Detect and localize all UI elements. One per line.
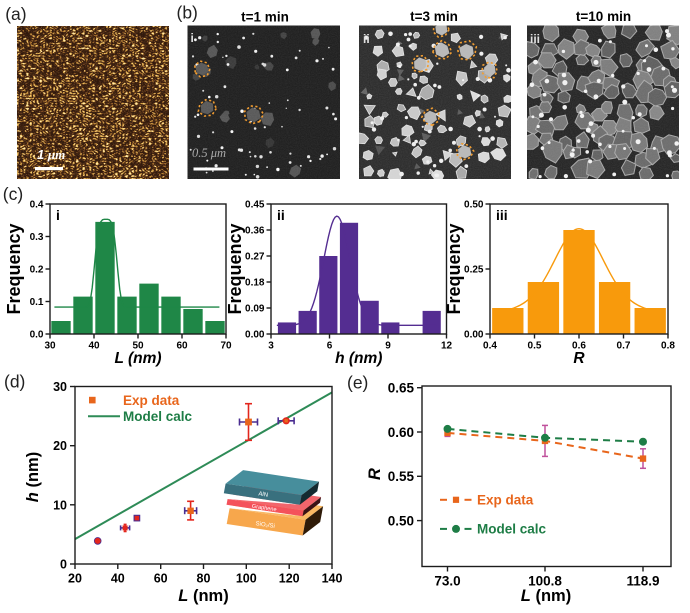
svg-text:20: 20	[68, 572, 82, 586]
svg-text:0.65: 0.65	[388, 381, 415, 396]
svg-text:0.27: 0.27	[245, 252, 265, 263]
svg-text:0.1: 0.1	[30, 297, 44, 308]
svg-text:0.18: 0.18	[245, 278, 265, 289]
svg-text:6: 6	[327, 341, 333, 352]
svg-text:0.36: 0.36	[245, 226, 265, 237]
svg-text:120: 120	[279, 572, 300, 586]
svg-text:20: 20	[53, 439, 67, 453]
svg-text:30: 30	[44, 341, 56, 352]
svg-text:1 μm: 1 μm	[37, 147, 65, 162]
svg-text:100.8: 100.8	[528, 574, 562, 589]
svg-text:0.60: 0.60	[388, 425, 414, 440]
svg-text:80: 80	[197, 572, 211, 586]
svg-text:3: 3	[268, 341, 274, 352]
svg-text:0.0: 0.0	[30, 330, 44, 341]
svg-text:0.45: 0.45	[245, 200, 265, 211]
svg-text:Exp data: Exp data	[123, 393, 180, 408]
svg-text:SiO₂/Si: SiO₂/Si	[255, 521, 275, 530]
svg-text:60: 60	[154, 572, 168, 586]
svg-text:140: 140	[322, 572, 343, 586]
svg-text:0.6: 0.6	[572, 341, 586, 352]
svg-text:0.50: 0.50	[464, 200, 484, 211]
svg-text:0.50: 0.50	[388, 513, 414, 528]
svg-text:60: 60	[176, 341, 188, 352]
svg-text:10: 10	[53, 498, 67, 512]
svg-text:118.9: 118.9	[626, 574, 659, 589]
svg-text:R: R	[573, 350, 585, 367]
svg-text:L (nm): L (nm)	[521, 587, 571, 605]
svg-text:0.4: 0.4	[483, 341, 497, 352]
svg-text:0.5 μm: 0.5 μm	[192, 146, 226, 160]
svg-text:ii: ii	[277, 207, 285, 223]
svg-text:Frequency: Frequency	[4, 223, 24, 314]
svg-text:t=10 min: t=10 min	[576, 9, 631, 24]
svg-text:9: 9	[385, 341, 391, 352]
svg-text:AlN: AlN	[258, 491, 268, 498]
svg-text:Model calc: Model calc	[477, 521, 547, 536]
svg-text:0.25: 0.25	[464, 265, 484, 276]
svg-text:0.00: 0.00	[245, 330, 265, 341]
svg-text:0.55: 0.55	[388, 469, 415, 484]
svg-text:R: R	[366, 468, 384, 480]
svg-text:30: 30	[53, 380, 67, 394]
svg-text:h (nm): h (nm)	[335, 350, 382, 367]
svg-text:0.8: 0.8	[661, 341, 675, 352]
svg-text:40: 40	[111, 572, 125, 586]
svg-text:h (nm): h (nm)	[24, 452, 42, 502]
svg-text:100: 100	[236, 572, 257, 586]
svg-text:0.00: 0.00	[464, 330, 484, 341]
svg-text:(b): (b)	[177, 3, 198, 23]
svg-text:t=1 min: t=1 min	[241, 10, 289, 25]
svg-text:73.0: 73.0	[434, 574, 460, 589]
svg-text:(c): (c)	[3, 184, 23, 204]
svg-text:i: i	[191, 31, 194, 45]
svg-text:Frequency: Frequency	[444, 223, 464, 314]
svg-text:L (nm): L (nm)	[178, 587, 228, 605]
svg-text:0.09: 0.09	[245, 304, 265, 315]
svg-text:0.2: 0.2	[30, 265, 44, 276]
svg-text:0: 0	[60, 558, 67, 572]
svg-text:0.4: 0.4	[30, 200, 44, 211]
svg-text:Frequency: Frequency	[225, 223, 245, 314]
svg-text:Exp data: Exp data	[477, 492, 534, 507]
svg-text:t=3 min: t=3 min	[410, 9, 458, 24]
svg-text:(e): (e)	[347, 373, 368, 393]
svg-text:iii: iii	[496, 207, 508, 223]
svg-text:(d): (d)	[4, 372, 25, 392]
svg-text:(a): (a)	[5, 4, 26, 24]
svg-text:70: 70	[220, 341, 232, 352]
svg-text:i: i	[56, 207, 60, 223]
svg-text:12: 12	[441, 341, 453, 352]
svg-text:40: 40	[88, 341, 100, 352]
svg-text:0.7: 0.7	[617, 341, 631, 352]
svg-text:Model calc: Model calc	[123, 409, 193, 424]
svg-text:ii: ii	[363, 32, 370, 46]
svg-text:L (nm): L (nm)	[114, 350, 161, 367]
svg-text:0.5: 0.5	[528, 341, 542, 352]
svg-text:0.3: 0.3	[30, 232, 44, 243]
svg-text:iii: iii	[530, 32, 540, 46]
svg-text:Graphene: Graphene	[251, 504, 277, 514]
svg-text:50: 50	[132, 341, 144, 352]
